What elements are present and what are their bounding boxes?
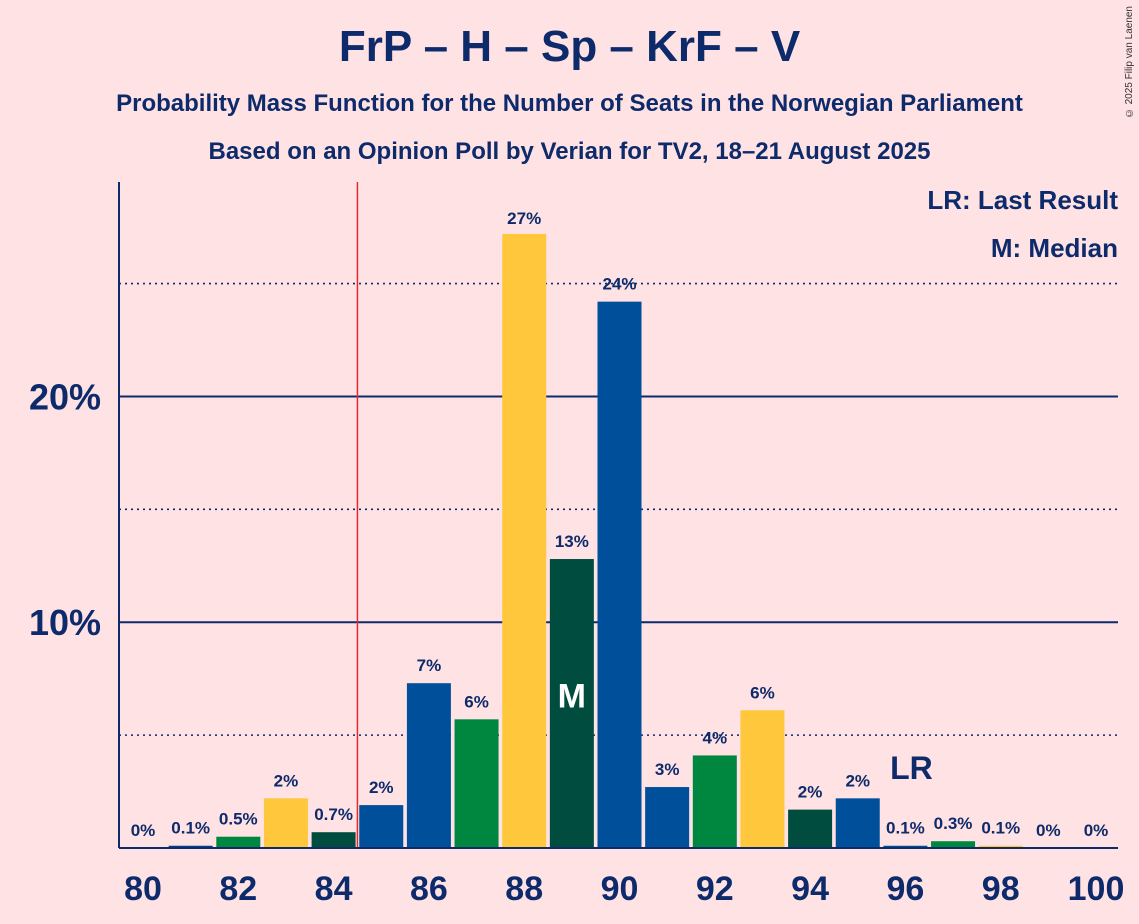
x-tick-label: 86	[410, 870, 448, 908]
x-tick-label: 80	[124, 870, 162, 908]
bar-82	[216, 836, 261, 848]
bar-94	[788, 809, 833, 848]
data-label-96: 0.1%	[886, 819, 925, 838]
bar-96	[883, 845, 928, 848]
bar-98	[978, 845, 1023, 848]
x-tick-label: 96	[886, 870, 924, 908]
data-label-80: 0%	[131, 821, 156, 840]
chart-subtitle: Probability Mass Function for the Number…	[116, 90, 1023, 117]
data-label-83: 2%	[274, 771, 299, 790]
data-label-85: 2%	[369, 778, 394, 797]
x-tick-label: 90	[601, 870, 639, 908]
data-label-87: 6%	[464, 692, 489, 711]
bar-95	[835, 798, 880, 848]
data-label-97: 0.3%	[934, 814, 973, 833]
bar-93	[740, 710, 785, 848]
data-label-82: 0.5%	[219, 810, 258, 829]
x-tick-label: 84	[315, 870, 353, 908]
bar-97	[931, 841, 976, 848]
chart-title: FrP – H – Sp – KrF – V	[338, 22, 801, 71]
data-label-81: 0.1%	[171, 819, 210, 838]
data-label-84: 0.7%	[314, 805, 353, 824]
y-tick-label: 10%	[29, 602, 101, 643]
chart-subtitle-poll: Based on an Opinion Poll by Verian for T…	[208, 138, 931, 165]
data-label-93: 6%	[750, 683, 775, 702]
bar-85	[359, 805, 404, 848]
data-label-86: 7%	[417, 656, 442, 675]
legend-median: M: Median	[991, 233, 1118, 263]
bar-90	[597, 301, 642, 848]
bar-81	[168, 845, 213, 848]
bar-91	[645, 787, 690, 848]
y-tick-label: 20%	[29, 376, 101, 417]
data-label-90: 24%	[602, 275, 636, 294]
data-label-91: 3%	[655, 760, 680, 779]
x-tick-label: 98	[982, 870, 1020, 908]
legend-last-result: LR: Last Result	[927, 185, 1118, 215]
x-tick-label: 92	[696, 870, 734, 908]
x-tick-label: 94	[791, 870, 829, 908]
x-tick-label: 88	[505, 870, 543, 908]
data-label-94: 2%	[798, 783, 823, 802]
data-label-95: 2%	[845, 771, 870, 790]
bar-87	[454, 719, 499, 848]
bar-88	[502, 233, 547, 849]
bar-89	[549, 559, 594, 848]
data-label-98: 0.1%	[981, 819, 1020, 838]
median-marker: M	[558, 678, 586, 716]
data-label-89: 13%	[555, 532, 589, 551]
x-tick-label: 82	[219, 870, 257, 908]
last-result-label: LR	[890, 750, 933, 786]
data-label-100: 0%	[1084, 821, 1109, 840]
bar-92	[692, 755, 737, 848]
bar-86	[406, 683, 451, 848]
bar-83	[263, 798, 308, 848]
x-tick-label: 100	[1068, 870, 1125, 908]
data-label-88: 27%	[507, 209, 541, 228]
data-label-92: 4%	[703, 728, 728, 747]
bar-84	[311, 832, 356, 848]
data-label-99: 0%	[1036, 821, 1061, 840]
